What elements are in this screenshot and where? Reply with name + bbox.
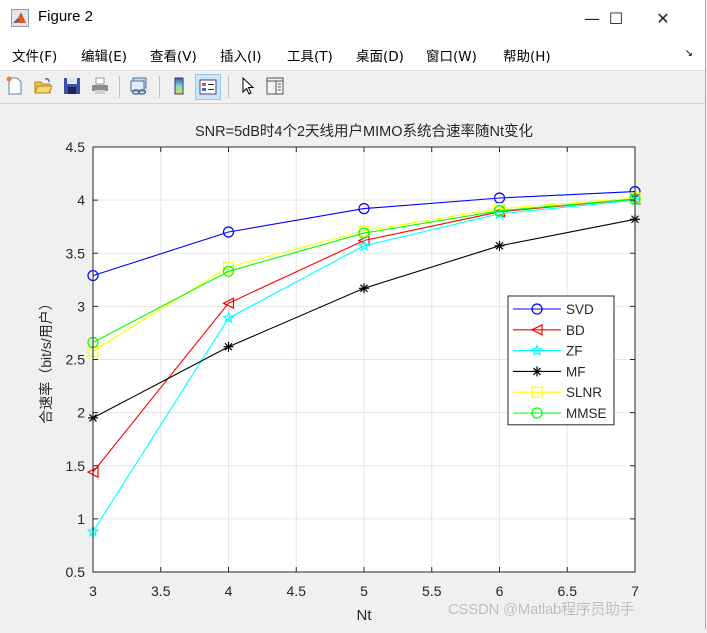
legend-entry-bd[interactable]: BD [513,323,585,338]
menu-item-7[interactable]: 帮助(H) [503,49,551,65]
x-axis-label: Nt [357,607,373,624]
x-tick-label: 5.5 [422,583,442,599]
new-figure-button[interactable] [4,75,26,97]
x-tick-label: 3.5 [151,583,171,599]
close-icon: ✕ [656,8,670,28]
new-figure-icon [6,76,22,95]
colorbar-icon [174,77,184,95]
open-file-icon [34,78,53,94]
legend-entry-svd[interactable]: SVD [513,302,594,317]
y-tick-label: 4.5 [66,139,86,155]
window-title: Figure 2 [38,8,94,25]
link-plot-icon [130,77,147,95]
menu-item-2[interactable]: 查看(V) [150,49,197,65]
legend-label: MF [566,364,586,379]
y-tick-label: 0.5 [66,564,86,580]
line-chart[interactable]: SNR=5dB时4个2天线用户MIMO系统合速率随Nt变化 3 3.5 4 4.5 5 5… [0,104,705,629]
legend-entry-slnr[interactable]: SLNR [513,385,602,400]
y-tick-label: 1 [77,511,85,527]
y-axis-label: 合速率（bit/s/用户） [38,296,54,424]
save-button[interactable] [61,75,83,97]
legend-button[interactable] [195,74,221,100]
pointer-icon [242,76,255,95]
chart-title: SNR=5dB时4个2天线用户MIMO系统合速率随Nt变化 [195,123,533,140]
axis-ticks: 3 3.5 4 4.5 5 5.5 6 6.5 7 0.5 1 1.5 2 2.5 3 3.5 4 4.5 [66,139,640,599]
legend-entry-mf[interactable]: MF [513,364,586,379]
y-tick-label: 4 [77,192,85,208]
property-inspector-button[interactable] [264,75,286,97]
legend-label: MMSE [566,406,607,421]
property-inspector-icon [266,77,284,95]
legend-label: SLNR [566,385,602,400]
x-tick-label: 3 [89,583,97,599]
y-tick-label: 1.5 [66,458,86,474]
watermark: CSSDN @Matlab程序员助手 [448,601,635,618]
open-file-button[interactable] [32,75,54,97]
menu-item-6[interactable]: 窗口(W) [426,49,477,65]
x-tick-label: 4.5 [287,583,307,599]
figure-canvas: SNR=5dB时4个2天线用户MIMO系统合速率随Nt变化 3 3.5 4 4.5 5 5… [0,104,705,629]
legend-label: BD [566,323,585,338]
legend-label: SVD [566,302,594,317]
menu-bar: ↘ 文件(F) 编辑(E) 查看(V) 插入(I) 工具(T) 桌面(D) 窗口(W) 帮助(… [0,36,705,71]
legend-icon [199,79,217,95]
minimize-icon: — [584,8,600,28]
dock-arrow-icon[interactable]: ↘ [684,48,693,59]
legend-entry-zf[interactable]: ZF [513,344,583,359]
menu-item-5[interactable]: 桌面(D) [356,49,404,65]
close-button[interactable]: ✕ [640,4,686,32]
title-bar[interactable]: Figure 2 — ☐ ✕ [0,0,705,36]
x-tick-label: 6 [496,583,504,599]
data-series [86,186,642,537]
menu-item-3[interactable]: 插入(I) [220,49,262,65]
legend-label: ZF [566,344,583,359]
x-tick-label: 5 [360,583,368,599]
menu-item-4[interactable]: 工具(T) [287,49,333,65]
toolbar-separator [119,76,120,98]
y-tick-label: 2.5 [66,352,86,368]
pointer-button[interactable] [237,75,259,97]
print-icon [92,77,108,94]
minimize-button[interactable]: — [569,4,615,32]
link-plot-button[interactable] [128,75,150,97]
legend[interactable]: SVD BD ZF MF SLNR MMSE [507,295,615,426]
menu-item-1[interactable]: 编辑(E) [81,49,128,65]
figure-toolbar [0,71,705,104]
print-button[interactable] [89,75,111,97]
maximize-button[interactable]: ☐ [593,4,639,32]
legend-entry-mmse[interactable]: MMSE [513,406,607,421]
save-icon [64,78,80,94]
y-tick-label: 3 [77,298,85,314]
maximize-icon: ☐ [608,8,624,28]
y-tick-label: 3.5 [66,245,86,261]
toolbar-separator [159,76,160,98]
matlab-logo-icon [11,9,29,27]
toolbar-separator [228,76,229,98]
series-mf [88,214,640,423]
menu-item-0[interactable]: 文件(F) [12,49,58,65]
x-tick-label: 4 [225,583,233,599]
x-tick-label: 7 [631,583,639,599]
colorbar-button[interactable] [168,75,190,97]
y-tick-label: 2 [77,405,85,421]
x-tick-label: 6.5 [558,583,578,599]
